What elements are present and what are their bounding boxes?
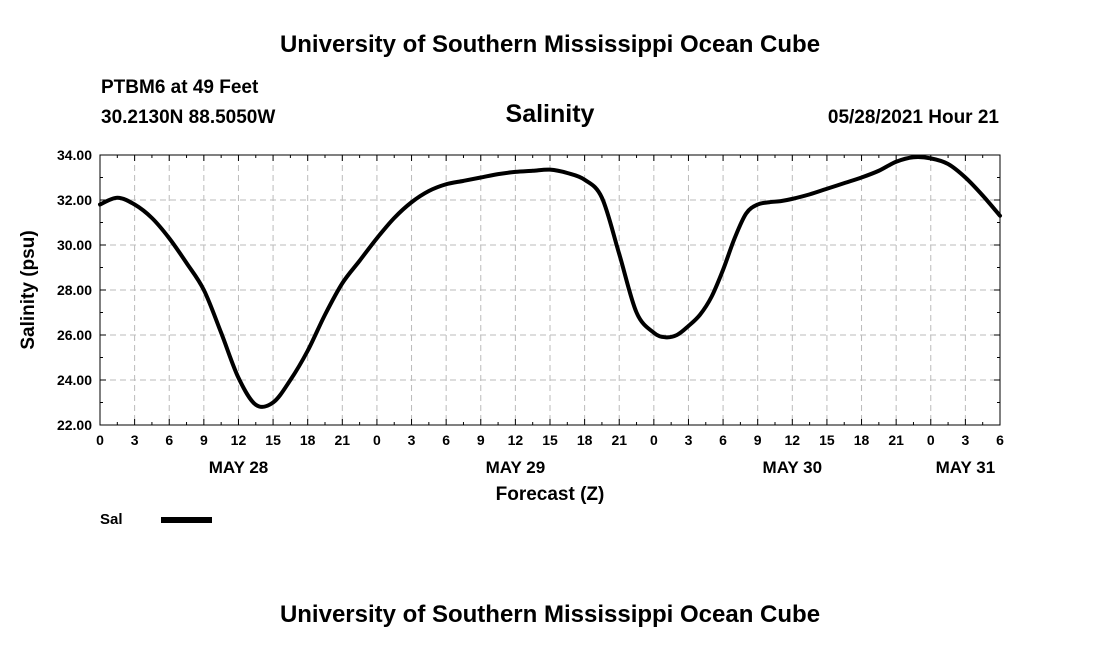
x-tick-label: 9 <box>200 432 208 448</box>
series-line-sal <box>98 155 1002 409</box>
x-tick-label: 3 <box>685 432 693 448</box>
bottom-title: University of Southern Mississippi Ocean… <box>279 601 821 628</box>
x-tick-label: 18 <box>300 432 316 448</box>
x-tick-label: 15 <box>542 432 558 448</box>
legend-swatch-sal <box>161 517 212 523</box>
y-tick-label: 34.00 <box>57 147 92 163</box>
x-tick-label: 18 <box>854 432 870 448</box>
station-label: PTBM6 at 49 Feet <box>101 77 259 98</box>
chart-title: Salinity <box>505 100 595 128</box>
x-tick-label: 6 <box>996 432 1004 448</box>
x-tick-label: 9 <box>477 432 485 448</box>
x-tick-label: 12 <box>785 432 801 448</box>
x-tick-label: 15 <box>819 432 835 448</box>
date-label: MAY 29 <box>486 458 546 477</box>
date-label: MAY 30 <box>763 458 823 477</box>
x-tick-label: 3 <box>408 432 416 448</box>
date-label: MAY 31 <box>936 458 996 477</box>
x-tick-label: 6 <box>165 432 173 448</box>
y-tick-label: 24.00 <box>57 372 92 388</box>
y-tick-label: 30.00 <box>57 237 92 253</box>
x-tick-label: 21 <box>888 432 904 448</box>
x-tick-label: 6 <box>719 432 727 448</box>
x-tick-label: 21 <box>335 432 351 448</box>
axis-ticks <box>99 154 1001 426</box>
x-tick-label: 21 <box>611 432 627 448</box>
date-label: MAY 28 <box>209 458 269 477</box>
grid-lines <box>100 155 1000 425</box>
x-tick-label: 0 <box>96 432 104 448</box>
top-title: University of Southern Mississippi Ocean… <box>279 31 821 58</box>
y-tick-label: 22.00 <box>57 417 92 433</box>
x-tick-label: 15 <box>265 432 281 448</box>
x-tick-label: 9 <box>754 432 762 448</box>
x-tick-label: 0 <box>650 432 658 448</box>
coordinates-label: 30.2130N 88.5050W <box>101 107 276 128</box>
x-tick-label: 0 <box>927 432 935 448</box>
x-axis-title: Forecast (Z) <box>496 484 605 505</box>
datetime-label: 05/28/2021 Hour 21 <box>827 107 999 128</box>
y-axis-title: Salinity (psu) <box>18 230 39 349</box>
x-tick-label: 6 <box>442 432 450 448</box>
y-tick-label: 32.00 <box>57 192 92 208</box>
x-tick-label: 0 <box>373 432 381 448</box>
axis-labels: 0 3 6 9 12 15 18 21 0 3 6 9 12 15 18 21 0 3 6 9 12 15 18 21 0 3 6 2… <box>18 147 1004 505</box>
x-tick-label: 12 <box>508 432 524 448</box>
y-tick-label: 26.00 <box>57 327 92 343</box>
x-tick-label: 3 <box>131 432 139 448</box>
x-tick-label: 12 <box>231 432 247 448</box>
legend-label-sal: Sal <box>100 511 123 528</box>
y-tick-label: 28.00 <box>57 282 92 298</box>
x-tick-label: 3 <box>961 432 969 448</box>
x-tick-label: 18 <box>577 432 593 448</box>
